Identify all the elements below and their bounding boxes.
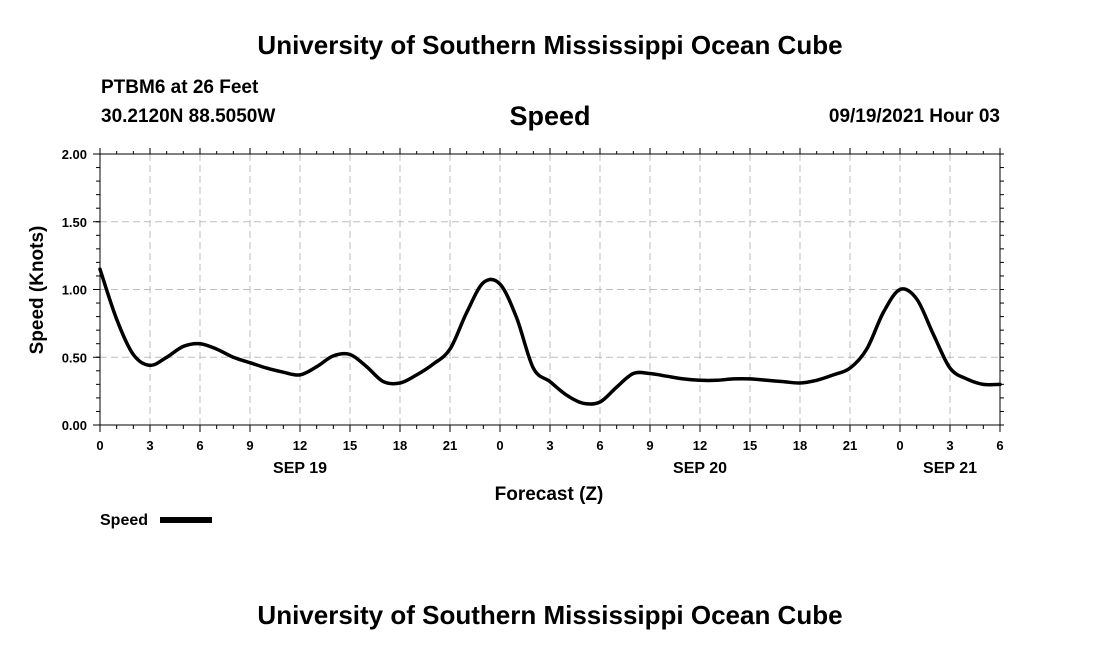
- x-tick-label: 6: [196, 438, 203, 453]
- x-day-label: SEP 19: [273, 460, 327, 477]
- x-tick-label: 12: [693, 438, 707, 453]
- y-axis-label: Speed (Knots): [27, 226, 48, 355]
- station-label: PTBM6 at 26 Feet: [101, 77, 259, 98]
- x-tick-label: 6: [996, 438, 1003, 453]
- variable-title: Speed: [509, 101, 591, 131]
- datetime-label: 09/19/2021 Hour 03: [828, 106, 1000, 127]
- y-tick-label: 0.00: [62, 418, 87, 433]
- chart-main-title: University of Southern Mississippi Ocean…: [257, 30, 843, 60]
- x-tick-label: 6: [596, 438, 603, 453]
- x-tick-label: 21: [843, 438, 857, 453]
- y-tick-label: 1.50: [62, 215, 87, 230]
- x-tick-label: 12: [293, 438, 307, 453]
- x-tick-label: 3: [546, 438, 553, 453]
- legend-label: Speed: [100, 512, 148, 529]
- chart-footer-title: University of Southern Mississippi Ocean…: [257, 600, 843, 630]
- y-tick-label: 0.50: [62, 350, 87, 365]
- x-tick-label: 0: [96, 438, 103, 453]
- x-tick-label: 3: [946, 438, 953, 453]
- speed-series-line: [98, 267, 1002, 406]
- x-tick-label: 18: [793, 438, 807, 453]
- y-tick-label: 1.00: [62, 283, 87, 298]
- x-tick-label: 0: [496, 438, 503, 453]
- x-axis-label: Forecast (Z): [495, 484, 604, 505]
- x-tick-label: 15: [343, 438, 357, 453]
- axis-layer: 0.00 0.50 1.00 1.50 2.00 0 3 6 9 12 15 18 21 0 3 6 9 12 15…: [62, 147, 1004, 477]
- y-tick-label: 2.00: [62, 147, 87, 162]
- x-tick-label: 21: [443, 438, 457, 453]
- x-tick-label: 18: [393, 438, 407, 453]
- x-tick-label: 9: [246, 438, 253, 453]
- coordinates-label: 30.2120N 88.5050W: [101, 106, 276, 127]
- x-tick-label: 9: [646, 438, 653, 453]
- x-tick-label: 3: [146, 438, 153, 453]
- x-tick-label: 0: [896, 438, 903, 453]
- x-day-label: SEP 21: [923, 460, 977, 477]
- x-day-label: SEP 20: [673, 460, 727, 477]
- legend: Speed: [100, 512, 212, 529]
- grid-layer: [100, 154, 1000, 425]
- x-tick-label: 15: [743, 438, 757, 453]
